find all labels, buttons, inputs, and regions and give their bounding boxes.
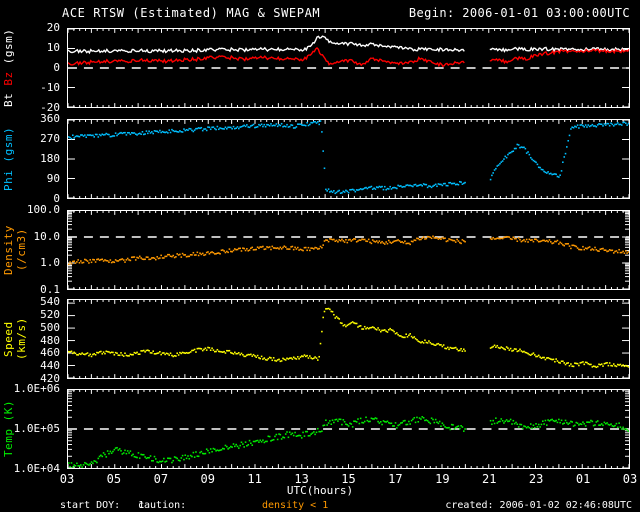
y-tick-label: -10 bbox=[40, 81, 60, 94]
y-tick-label: 1.0E+06 bbox=[13, 382, 60, 395]
y-tick-label: 480 bbox=[40, 333, 60, 347]
x-tick-label: 03 bbox=[59, 472, 75, 486]
y-tick-label: 100.0 bbox=[26, 203, 60, 216]
y-tick-label: 0 bbox=[53, 61, 60, 74]
x-tick-label: 13 bbox=[294, 472, 309, 486]
created-timestamp: created: 2006-01-02 02:46:08UTC bbox=[445, 500, 632, 511]
y-tick-label: 1.0E+05 bbox=[13, 422, 60, 435]
x-tick-label: 21 bbox=[482, 472, 497, 486]
plot-panel-magnetic-field bbox=[67, 28, 630, 108]
plot-panel-proton-temperature bbox=[67, 389, 630, 469]
x-tick-label: 07 bbox=[153, 472, 169, 486]
x-tick-label: 01 bbox=[575, 472, 591, 486]
x-axis-label: UTC(hours) bbox=[286, 484, 354, 497]
y-tick-label: 270 bbox=[40, 132, 60, 145]
y-tick-label: 1.0E+04 bbox=[13, 462, 60, 475]
y-tick-label: 420 bbox=[40, 372, 60, 385]
y-tick-label: 0 bbox=[53, 192, 60, 205]
y-axis-label-magnetic-field: Bt Bz (gsm) bbox=[2, 28, 16, 108]
y-axis-label-part: Bt bbox=[2, 85, 15, 108]
y-axis-label-field-direction: Phi (gsm) bbox=[2, 126, 15, 192]
y-tick-label: 10.0 bbox=[33, 229, 61, 243]
y-tick-label: 440 bbox=[40, 359, 60, 373]
plot-panel-proton-density bbox=[67, 210, 630, 290]
x-tick-label: 11 bbox=[247, 472, 262, 486]
x-tick-label: 23 bbox=[528, 472, 544, 486]
y-tick-label: 460 bbox=[40, 346, 60, 360]
y-tick-label: 10 bbox=[46, 41, 60, 54]
plot-panel-field-direction bbox=[67, 119, 630, 199]
x-tick-label: 05 bbox=[106, 472, 122, 486]
x-tick-label: 09 bbox=[200, 472, 215, 486]
x-tick-label: 17 bbox=[388, 472, 403, 486]
y-tick-label: 520 bbox=[40, 308, 60, 321]
plot-panel-bulk-speed bbox=[67, 299, 630, 379]
caution-label: caution: bbox=[138, 500, 187, 511]
y-axis-label-part: (gsm) bbox=[2, 28, 15, 72]
y-axis-label-bulk-speed: Speed (km/s) bbox=[2, 317, 28, 361]
y-tick-label: 180 bbox=[40, 152, 60, 165]
y-axis-label-proton-density: Density (/cm3) bbox=[2, 225, 28, 275]
y-axis-label-part: Bz bbox=[2, 71, 15, 86]
begin-timestamp: Begin: 2006-01-01 03:00:00UTC bbox=[408, 6, 630, 20]
caution-value: density < 1 bbox=[262, 500, 329, 511]
start-doy: start DOY: 1 bbox=[60, 500, 145, 511]
y-tick-label: 0.1 bbox=[40, 283, 60, 296]
y-tick-label: 20 bbox=[46, 21, 60, 34]
x-tick-label: 15 bbox=[341, 472, 356, 486]
page-title: ACE RTSW (Estimated) MAG & SWEPAM bbox=[62, 6, 321, 20]
y-tick-label: 540 bbox=[40, 295, 60, 309]
y-tick-label: 500 bbox=[40, 320, 60, 334]
y-axis-label-proton-temperature: Temp (K) bbox=[2, 400, 15, 458]
y-tick-label: 360 bbox=[40, 112, 60, 125]
y-tick-label: -20 bbox=[40, 101, 60, 114]
x-tick-label: 19 bbox=[435, 472, 450, 486]
y-tick-label: 90 bbox=[46, 172, 60, 185]
x-tick-label: 03 bbox=[622, 472, 638, 486]
y-tick-label: 1.0 bbox=[40, 256, 60, 270]
